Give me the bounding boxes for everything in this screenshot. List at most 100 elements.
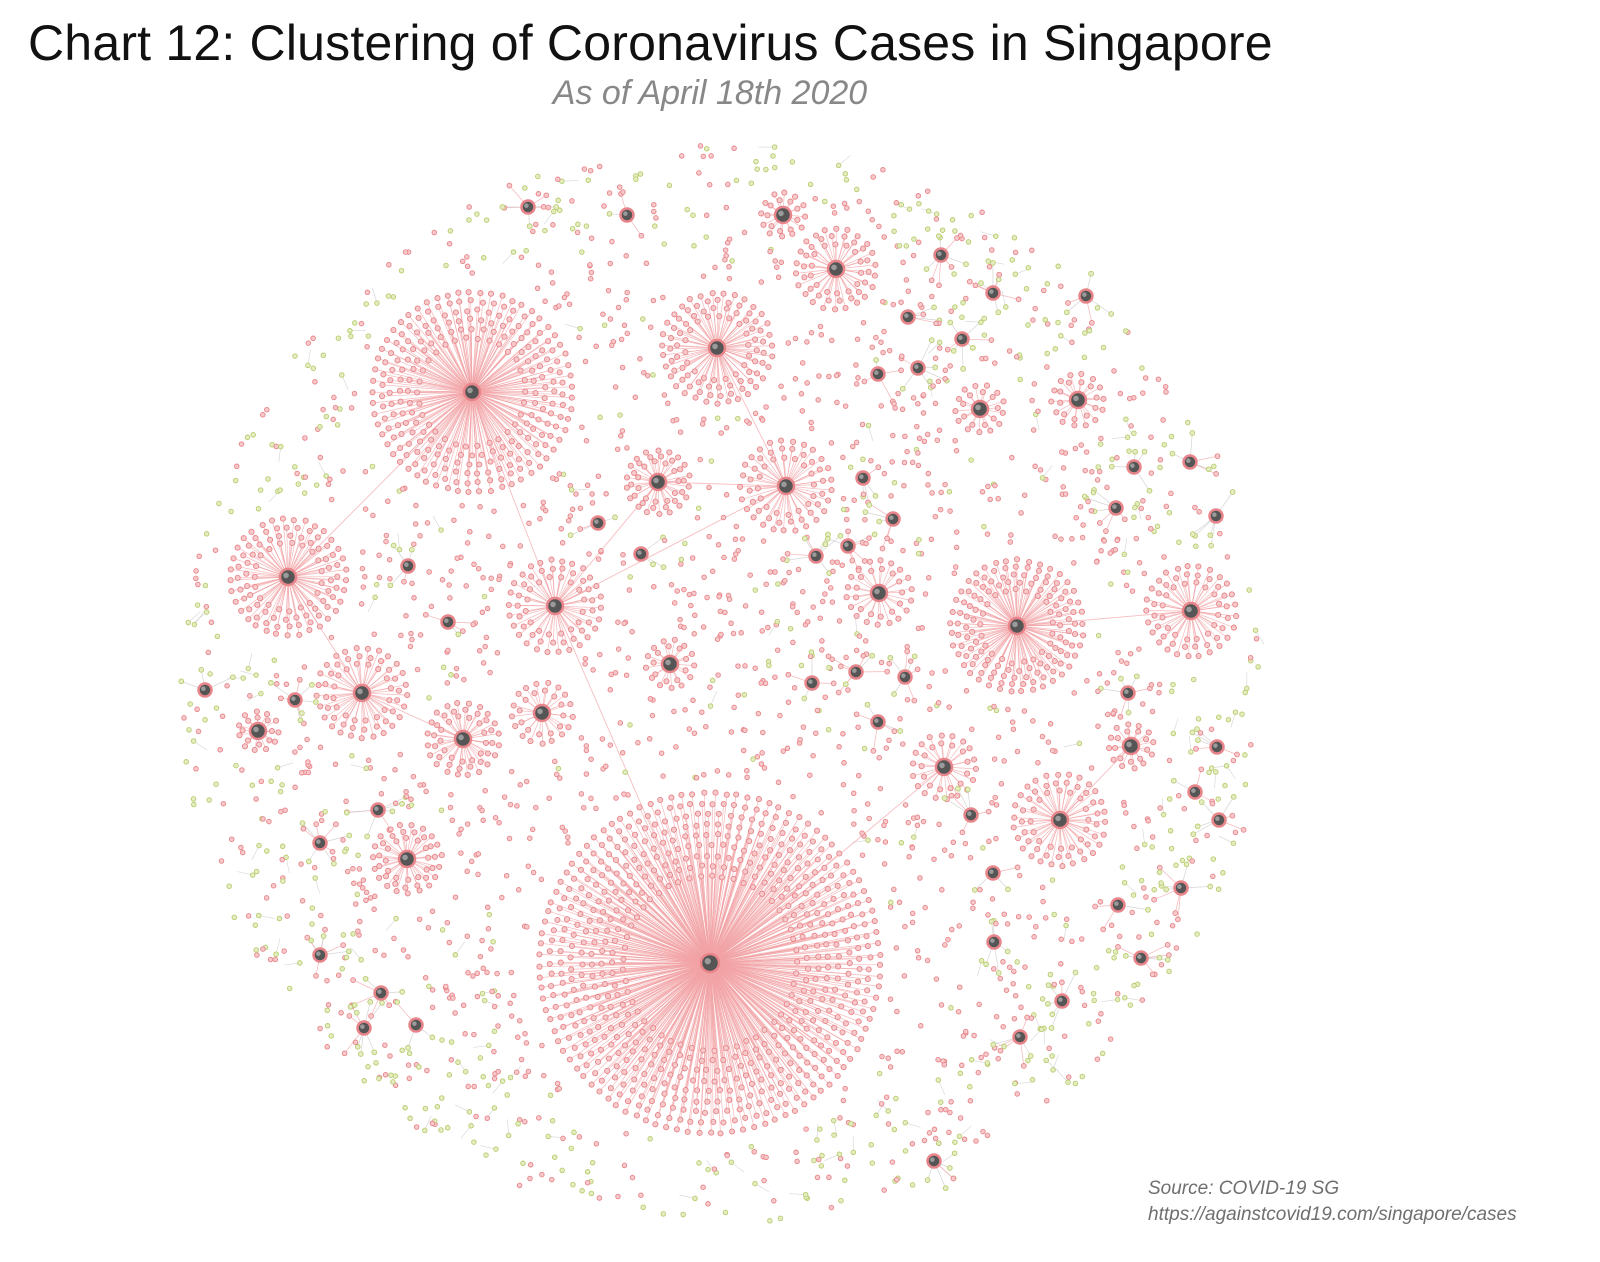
- case-node: [385, 425, 392, 432]
- case-node: [766, 439, 774, 446]
- case-node: [313, 482, 320, 488]
- case-node: [607, 1025, 615, 1032]
- case-node: [842, 992, 849, 999]
- case-node: [1038, 648, 1046, 656]
- case-node: [536, 974, 543, 981]
- link-edge: [471, 390, 555, 393]
- case-node: [700, 375, 707, 382]
- case-node: [957, 609, 964, 616]
- case-node: [672, 858, 679, 865]
- case-node: [694, 1087, 701, 1094]
- case-node: [661, 1080, 668, 1087]
- case-node: [972, 282, 979, 289]
- case-node: [826, 1174, 832, 1181]
- case-node: [427, 752, 434, 759]
- case-node: [510, 702, 517, 709]
- case-node: [648, 1098, 655, 1105]
- case-node: [853, 989, 860, 996]
- case-node: [547, 899, 554, 906]
- case-node: [379, 381, 386, 388]
- case-node: [252, 583, 259, 591]
- case-node: [507, 450, 514, 457]
- case-node: [908, 586, 915, 593]
- case-node: [392, 880, 399, 887]
- link-edge: [952, 625, 1018, 646]
- link-edge: [471, 326, 549, 393]
- case-node: [633, 881, 640, 888]
- case-node: [1005, 706, 1011, 713]
- case-node: [558, 731, 566, 738]
- case-node: [1164, 941, 1171, 948]
- case-node: [477, 504, 483, 510]
- case-node: [646, 896, 653, 903]
- case-node: [895, 615, 902, 622]
- link-edge: [1016, 625, 1061, 664]
- case-node: [995, 309, 1002, 316]
- case-node: [545, 679, 552, 686]
- case-node: [517, 782, 523, 788]
- case-node: [978, 280, 984, 286]
- case-node: [433, 482, 440, 489]
- link-edge: [564, 928, 711, 964]
- case-node: [1031, 934, 1037, 940]
- link-edge: [575, 898, 711, 964]
- case-node: [361, 726, 368, 733]
- link-edge: [570, 906, 711, 964]
- case-node: [1028, 580, 1035, 587]
- link-edge: [709, 931, 877, 964]
- case-node: [422, 611, 429, 618]
- case-node: [477, 758, 484, 766]
- case-node: [936, 821, 942, 828]
- case-node: [331, 394, 337, 401]
- case-node: [377, 657, 385, 665]
- case-node: [1205, 466, 1212, 473]
- case-node: [851, 807, 857, 814]
- case-node: [528, 573, 535, 580]
- case-node: [562, 427, 569, 434]
- case-node: [665, 400, 671, 407]
- case-node: [825, 964, 832, 971]
- case-node: [803, 1072, 810, 1079]
- case-node: [686, 801, 694, 808]
- case-node: [1013, 556, 1021, 563]
- case-node: [341, 1050, 348, 1057]
- case-node: [650, 561, 656, 568]
- case-node: [821, 508, 828, 515]
- link-edge: [1016, 625, 1054, 682]
- case-node: [487, 477, 494, 484]
- link-edge: [1016, 623, 1083, 627]
- case-node: [240, 535, 247, 542]
- case-node: [899, 1049, 906, 1055]
- case-node: [812, 232, 820, 239]
- case-node: [457, 326, 465, 333]
- case-node: [686, 472, 693, 479]
- case-node: [1000, 672, 1007, 680]
- case-node: [765, 1048, 773, 1055]
- case-node: [726, 315, 733, 322]
- link-edge: [375, 368, 473, 393]
- case-node: [807, 921, 814, 928]
- case-node: [607, 879, 615, 886]
- case-node: [1206, 649, 1213, 656]
- case-node: [1071, 652, 1079, 659]
- case-node: [491, 720, 498, 727]
- case-node: [673, 1126, 680, 1133]
- case-node: [873, 357, 879, 363]
- case-node: [286, 608, 293, 615]
- case-node: [1031, 788, 1039, 795]
- case-node: [796, 922, 804, 929]
- case-node: [267, 956, 274, 963]
- case-node: [1169, 640, 1176, 647]
- case-node: [1090, 489, 1097, 496]
- case-node: [566, 301, 573, 307]
- case-node: [870, 748, 877, 754]
- link-edge: [1005, 561, 1018, 627]
- case-node: [342, 712, 349, 719]
- case-node: [686, 864, 694, 872]
- case-node: [842, 304, 849, 312]
- case-node: [245, 542, 252, 549]
- case-node: [1039, 683, 1046, 690]
- case-node: [339, 555, 346, 562]
- case-node: [747, 378, 754, 385]
- case-node: [503, 872, 510, 879]
